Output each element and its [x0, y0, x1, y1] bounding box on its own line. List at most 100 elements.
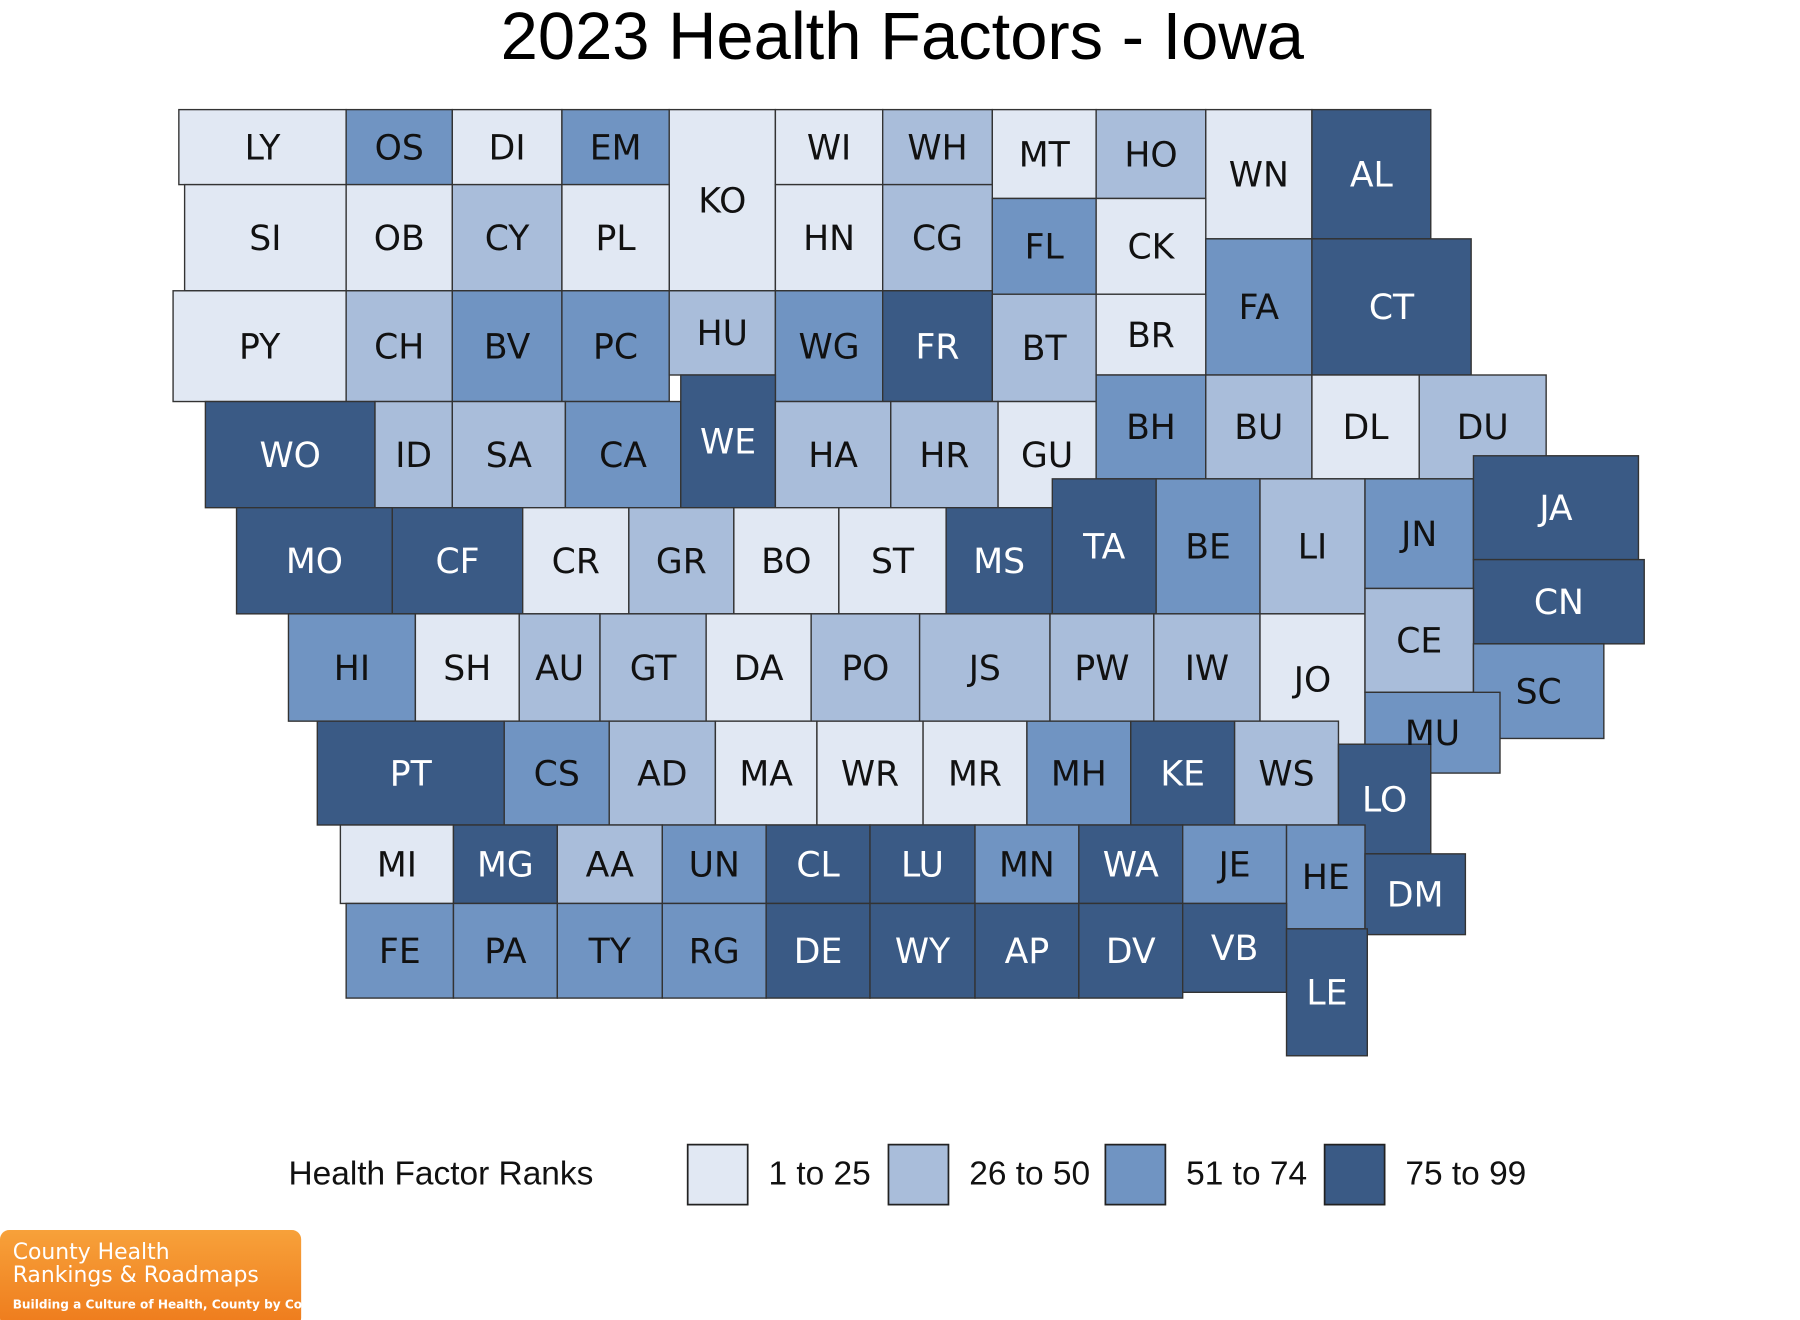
county-label: HI — [334, 649, 370, 689]
county-label: GR — [656, 542, 707, 582]
county — [991, 197, 1097, 295]
county-label: JA — [1537, 489, 1573, 529]
logo-tagline: Building a Culture of Health, County by … — [13, 1298, 333, 1312]
county-label: BT — [1022, 329, 1068, 369]
county-label: TY — [588, 932, 632, 972]
county-label: KE — [1160, 754, 1205, 794]
logo-background — [0, 1230, 302, 1320]
county — [765, 824, 871, 905]
county-label: HN — [803, 219, 855, 259]
county-label: MU — [1405, 714, 1460, 754]
county-label: BO — [761, 542, 811, 582]
county — [556, 824, 663, 905]
county-label: WS — [1258, 754, 1314, 794]
county-label: AL — [1350, 156, 1394, 196]
county-label: MN — [999, 846, 1055, 886]
county-label: BR — [1127, 316, 1175, 356]
county — [287, 613, 417, 722]
county-layer — [172, 108, 1645, 1057]
logo: County Health Rankings & Roadmaps Buildi… — [0, 1230, 333, 1320]
county — [345, 108, 453, 186]
county — [991, 293, 1097, 403]
county — [172, 290, 347, 403]
county-label: WI — [807, 128, 851, 168]
county — [183, 183, 347, 292]
county — [1205, 238, 1313, 376]
county-label: LU — [901, 846, 944, 886]
county — [869, 902, 976, 999]
county-label: CE — [1396, 622, 1442, 662]
county-label: PO — [841, 649, 889, 689]
county-label: TA — [1082, 528, 1125, 568]
legend: Health Factor Ranks 1 to 25 26 to 50 51 to… — [288, 1143, 1526, 1206]
county-label: VB — [1211, 929, 1258, 969]
legend-swatch — [1323, 1143, 1386, 1206]
county-label: MS — [973, 542, 1025, 582]
county — [599, 613, 707, 722]
county — [1285, 824, 1366, 930]
county — [1026, 720, 1132, 826]
county — [816, 720, 924, 826]
county — [1472, 455, 1640, 561]
county-label: DE — [794, 932, 843, 972]
county — [608, 720, 717, 826]
legend-label: 26 to 50 — [969, 1156, 1090, 1193]
county-label: BU — [1234, 408, 1283, 448]
county-label: MO — [286, 542, 343, 582]
county — [316, 720, 505, 826]
county-label: AD — [637, 754, 687, 794]
county — [561, 108, 670, 186]
county-label: DA — [734, 649, 784, 689]
legend-title: Health Factor Ranks — [288, 1156, 593, 1193]
county — [1182, 824, 1288, 905]
county-label: LI — [1298, 528, 1328, 568]
county — [1095, 374, 1207, 480]
legend-label: 51 to 74 — [1186, 1156, 1307, 1193]
county — [974, 902, 1080, 999]
county — [1078, 902, 1184, 999]
county-label: JE — [1217, 846, 1251, 886]
county-label: AP — [1005, 932, 1050, 972]
county-label: PL — [595, 219, 636, 259]
county-label: WA — [1103, 846, 1159, 886]
county — [1233, 720, 1340, 826]
county — [838, 506, 947, 615]
county — [1153, 613, 1261, 722]
county — [1095, 197, 1207, 295]
county-label: CG — [912, 219, 963, 259]
county — [668, 108, 777, 292]
county — [1364, 853, 1467, 936]
county-label: HR — [919, 436, 969, 476]
county-label: PT — [390, 754, 433, 794]
county-label: WH — [907, 128, 967, 168]
county — [628, 506, 735, 615]
county-label: HA — [808, 436, 858, 476]
map-title: 2023 Health Factors - Iowa — [501, 0, 1305, 74]
county-label: PA — [484, 932, 527, 972]
county — [774, 183, 884, 292]
county — [1364, 478, 1475, 590]
county-label: CS — [534, 754, 580, 794]
county — [974, 824, 1080, 905]
county-label: CH — [374, 327, 424, 367]
county-label: CN — [1534, 583, 1584, 623]
county-label: JS — [967, 649, 1001, 689]
county — [890, 400, 999, 509]
county-label: LY — [245, 128, 282, 168]
county-label: LE — [1306, 974, 1347, 1014]
county-label: CT — [1369, 288, 1415, 328]
county-label: MT — [1019, 135, 1071, 175]
county-label: RG — [689, 932, 740, 972]
county-label: DL — [1343, 408, 1390, 448]
county-label: WE — [700, 423, 756, 463]
county — [1472, 558, 1645, 645]
county-label: MH — [1051, 754, 1107, 794]
county — [561, 290, 670, 403]
county-label: PY — [239, 327, 281, 367]
county-label: HO — [1124, 135, 1177, 175]
county-label: WN — [1229, 156, 1289, 196]
county-label: JN — [1399, 515, 1437, 555]
legend-label: 1 to 25 — [768, 1156, 870, 1193]
county-label: AA — [586, 846, 635, 886]
county-label: CK — [1128, 228, 1176, 268]
